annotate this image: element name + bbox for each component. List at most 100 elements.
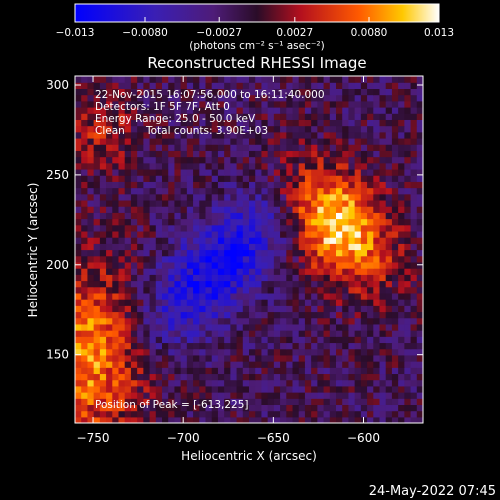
heatmap-cell	[205, 119, 213, 127]
heatmap-cell	[398, 354, 405, 362]
heatmap-cell	[124, 373, 132, 381]
heatmap-cell	[416, 113, 423, 120]
heatmap-cell	[118, 150, 126, 158]
heatmap-cell	[323, 311, 331, 319]
heatmap-cell	[230, 237, 238, 244]
heatmap-cell	[373, 100, 381, 108]
heatmap-cell	[99, 168, 107, 176]
heatmap-cell	[149, 243, 157, 251]
heatmap-cell	[317, 218, 325, 226]
heatmap-cell	[118, 125, 126, 133]
heatmap-cell	[317, 113, 325, 120]
heatmap-cell	[329, 292, 337, 300]
heatmap-cell	[273, 336, 281, 344]
heatmap-cell	[137, 249, 144, 257]
heatmap-cell	[217, 168, 225, 176]
heatmap-cell	[391, 88, 399, 96]
heatmap-cell	[286, 379, 294, 387]
heatmap-cell	[292, 144, 300, 151]
heatmap-cell	[329, 305, 337, 313]
heatmap-cell	[137, 100, 144, 108]
heatmap-cell	[385, 94, 393, 102]
heatmap-cell	[336, 199, 343, 207]
heatmap-cell	[249, 230, 256, 238]
heatmap-cell	[298, 150, 306, 158]
heatmap-cell	[292, 317, 300, 325]
heatmap-cell	[186, 156, 194, 164]
heatmap-cell	[404, 113, 412, 120]
heatmap-cell	[174, 410, 182, 418]
heatmap-cell	[410, 336, 418, 344]
heatmap-cell	[93, 94, 101, 102]
heatmap-cell	[230, 392, 238, 399]
heatmap-cell	[168, 361, 176, 368]
heatmap-cell	[242, 336, 250, 344]
heatmap-cell	[348, 113, 356, 120]
heatmap-cell	[199, 206, 207, 213]
heatmap-cell	[360, 199, 368, 207]
heatmap-cell	[155, 243, 163, 251]
heatmap-cell	[168, 125, 176, 133]
heatmap-cell	[404, 150, 412, 158]
heatmap-cell	[242, 94, 250, 102]
heatmap-cell	[367, 342, 374, 350]
heatmap-cell	[348, 354, 356, 362]
heatmap-cell	[137, 76, 144, 83]
heatmap-cell	[416, 311, 423, 319]
heatmap-cell	[124, 261, 132, 269]
heatmap-cell	[205, 261, 213, 269]
heatmap-cell	[87, 76, 95, 83]
heatmap-cell	[249, 162, 256, 170]
heatmap-cell	[336, 323, 343, 331]
heatmap-cell	[286, 255, 294, 263]
heatmap-cell	[261, 268, 269, 275]
heatmap-cell	[217, 137, 225, 145]
heatmap-cell	[286, 76, 294, 83]
heatmap-cell	[354, 212, 362, 220]
heatmap-cell	[317, 305, 325, 313]
heatmap-cell	[124, 76, 132, 83]
heatmap-cell	[391, 361, 399, 368]
heatmap-cell	[360, 398, 368, 406]
heatmap-cell	[118, 181, 126, 189]
heatmap-cell	[298, 311, 306, 319]
heatmap-cell	[162, 125, 169, 133]
heatmap-cell	[267, 317, 275, 325]
heatmap-cell	[255, 175, 263, 182]
heatmap-cell	[230, 305, 238, 313]
heatmap-cell	[354, 243, 362, 251]
heatmap-cell	[236, 373, 244, 381]
heatmap-cell	[224, 150, 231, 158]
heatmap-cell	[379, 237, 387, 244]
heatmap-cell	[391, 342, 399, 350]
heatmap-cell	[342, 311, 350, 319]
heatmap-cell	[385, 144, 393, 151]
heatmap-cell	[155, 119, 163, 127]
heatmap-cell	[193, 206, 200, 213]
heatmap-cell	[137, 168, 144, 176]
heatmap-cell	[112, 385, 120, 393]
heatmap-cell	[410, 76, 418, 83]
heatmap-cell	[242, 385, 250, 393]
heatmap-cell	[249, 82, 256, 89]
heatmap-cell	[317, 82, 325, 89]
heatmap-cell	[379, 206, 387, 213]
heatmap-cell	[255, 218, 263, 226]
heatmap-cell	[242, 243, 250, 251]
heatmap-cell	[193, 193, 200, 201]
heatmap-cell	[99, 255, 107, 263]
heatmap-cell	[149, 224, 157, 232]
heatmap-cell	[224, 224, 231, 232]
heatmap-cell	[180, 181, 188, 189]
heatmap-cell	[174, 162, 182, 170]
heatmap-cell	[255, 162, 263, 170]
heatmap-cell	[75, 94, 82, 102]
heatmap-cell	[99, 268, 107, 275]
heatmap-cell	[230, 317, 238, 325]
heatmap-cell	[217, 398, 225, 406]
heatmap-cell	[391, 404, 399, 412]
heatmap-cell	[174, 311, 182, 319]
heatmap-cell	[410, 125, 418, 133]
heatmap-cell	[236, 311, 244, 319]
heatmap-cell	[75, 218, 82, 226]
